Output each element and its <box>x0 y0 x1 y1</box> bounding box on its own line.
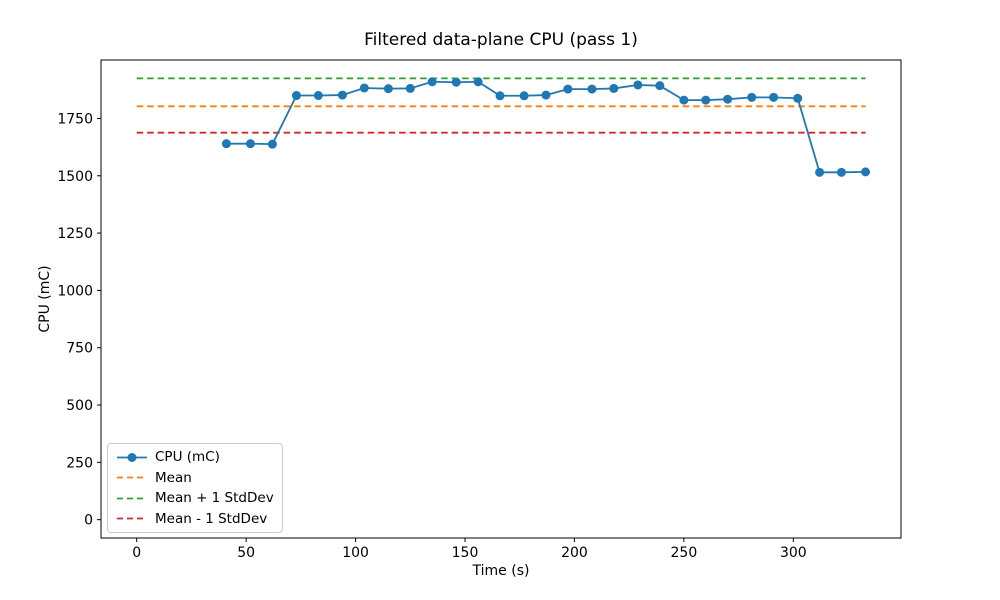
legend-entry-mean: Mean <box>117 468 273 489</box>
svg-text:250: 250 <box>671 545 698 561</box>
svg-text:200: 200 <box>561 545 588 561</box>
legend-mean-minus-stdev-dash-icon <box>117 517 147 520</box>
legend-entry-label: Mean - 1 StdDev <box>155 510 268 527</box>
legend-entry-mean-plus-stdev: Mean + 1 StdDev <box>117 488 274 509</box>
legend-entry-label: CPU (mC) <box>155 449 220 466</box>
svg-text:1500: 1500 <box>57 169 93 185</box>
y-axis-label: CPU (mC) <box>37 265 53 333</box>
svg-text:100: 100 <box>342 545 369 561</box>
chart-title: Filtered data-plane CPU (pass 1) <box>364 30 638 50</box>
legend-mean-dash-icon <box>117 476 147 479</box>
legend-cpu-line-icon <box>117 452 147 462</box>
svg-text:0: 0 <box>132 545 141 561</box>
legend-entry-cpu: CPU (mC) <box>117 447 273 468</box>
legend-mean-plus-stdev-dash-icon <box>117 497 147 500</box>
svg-text:1000: 1000 <box>57 283 93 299</box>
svg-text:1750: 1750 <box>57 111 93 127</box>
legend-entry-label: Mean + 1 StdDev <box>155 490 274 507</box>
svg-text:500: 500 <box>66 398 93 414</box>
svg-text:50: 50 <box>237 545 255 561</box>
svg-text:250: 250 <box>66 455 93 471</box>
x-axis-label: Time (s) <box>472 563 530 579</box>
legend-entry-mean-minus-stdev: Mean - 1 StdDev <box>117 509 273 530</box>
svg-text:300: 300 <box>780 545 807 561</box>
svg-text:750: 750 <box>66 341 93 357</box>
legend: CPU (mC) Mean Mean + 1 StdDev Mean - 1 S… <box>107 443 283 533</box>
svg-text:150: 150 <box>452 545 479 561</box>
svg-text:0: 0 <box>84 513 93 529</box>
svg-text:1250: 1250 <box>57 226 93 242</box>
legend-entry-label: Mean <box>155 469 192 486</box>
